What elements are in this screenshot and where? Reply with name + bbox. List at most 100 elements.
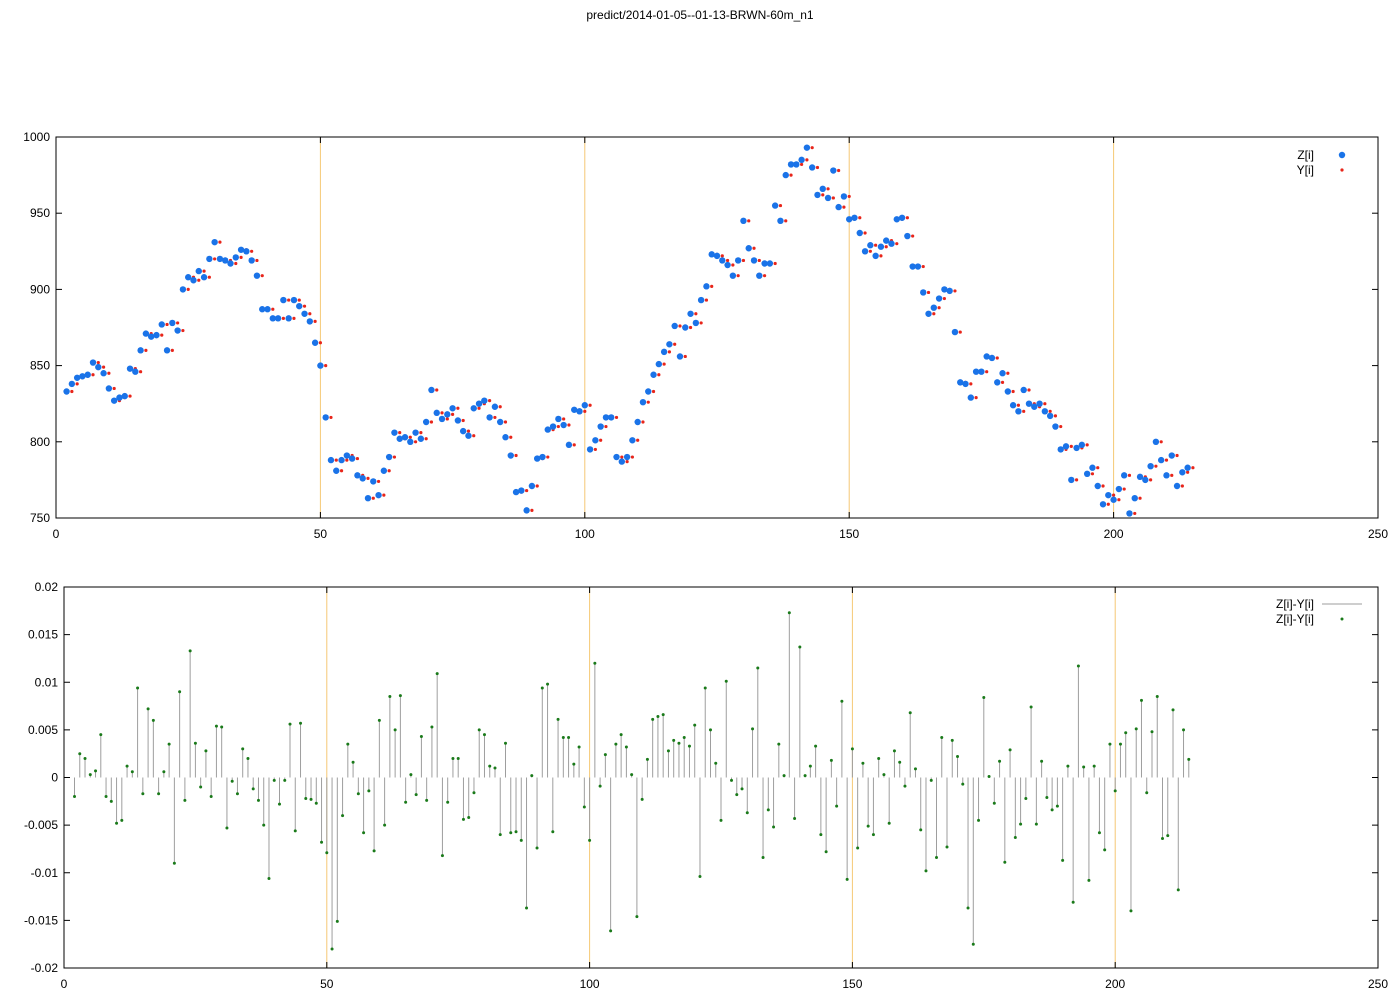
difference-point bbox=[882, 773, 886, 777]
z-point bbox=[851, 214, 858, 221]
difference-point bbox=[1050, 808, 1054, 812]
difference-point bbox=[1029, 705, 1033, 709]
z-point bbox=[280, 296, 287, 304]
y-tick-label: 0.005 bbox=[28, 723, 58, 737]
difference-point bbox=[446, 800, 450, 804]
z-point bbox=[740, 217, 747, 225]
difference-point bbox=[708, 728, 712, 732]
z-point bbox=[1136, 473, 1144, 481]
difference-point bbox=[277, 802, 281, 806]
z-point bbox=[301, 310, 308, 317]
z-point bbox=[571, 406, 578, 413]
z-point bbox=[380, 467, 388, 474]
z-point bbox=[1110, 496, 1117, 503]
z-point bbox=[438, 415, 446, 423]
difference-point bbox=[1066, 764, 1070, 768]
z-point bbox=[116, 394, 123, 401]
z-point bbox=[1062, 443, 1070, 450]
z-point bbox=[1057, 446, 1064, 453]
y-tick-label: 800 bbox=[30, 435, 50, 449]
difference-point bbox=[125, 764, 129, 768]
z-point bbox=[433, 409, 440, 417]
difference-point bbox=[977, 818, 981, 822]
z-point bbox=[750, 257, 758, 264]
y-point bbox=[1016, 403, 1021, 407]
y-point bbox=[683, 354, 687, 359]
z-point bbox=[824, 194, 832, 202]
z-point bbox=[1015, 408, 1022, 415]
z-point bbox=[682, 324, 689, 331]
difference-point bbox=[504, 741, 508, 745]
z-point bbox=[296, 302, 303, 310]
y-point bbox=[440, 411, 444, 415]
x-tick-label: 100 bbox=[575, 527, 595, 541]
difference-point bbox=[404, 800, 408, 804]
z-point bbox=[713, 252, 721, 260]
z-point bbox=[1173, 482, 1181, 490]
z-point bbox=[756, 272, 763, 279]
x-tick-label: 0 bbox=[61, 977, 68, 991]
z-point bbox=[322, 414, 329, 421]
z-point bbox=[1131, 494, 1138, 502]
difference-point bbox=[367, 789, 371, 793]
y-point bbox=[308, 312, 312, 316]
difference-point bbox=[987, 775, 991, 779]
difference-point bbox=[798, 645, 802, 649]
z-point bbox=[459, 427, 467, 435]
difference-point bbox=[472, 791, 476, 795]
difference-point bbox=[414, 793, 418, 797]
y-point bbox=[413, 440, 418, 444]
y-point bbox=[757, 258, 761, 263]
difference-point bbox=[309, 797, 313, 801]
difference-point bbox=[609, 929, 613, 933]
y-point bbox=[667, 350, 672, 354]
z-point bbox=[110, 397, 118, 404]
y-point bbox=[281, 316, 285, 320]
difference-point bbox=[956, 755, 960, 759]
z-point bbox=[163, 347, 171, 354]
y-point bbox=[371, 496, 375, 500]
y-point bbox=[641, 420, 645, 424]
difference-point bbox=[346, 742, 350, 746]
y-point bbox=[905, 216, 909, 220]
y-point bbox=[493, 415, 497, 420]
y-point bbox=[498, 405, 502, 409]
difference-point bbox=[714, 761, 718, 765]
difference-point bbox=[183, 798, 187, 802]
difference-point bbox=[693, 723, 697, 727]
y-point bbox=[636, 438, 640, 442]
difference-point bbox=[666, 749, 670, 753]
x-tick-label: 200 bbox=[1105, 977, 1125, 991]
z-point bbox=[132, 368, 139, 375]
y-point bbox=[318, 341, 322, 345]
y-point bbox=[800, 162, 804, 167]
z-point bbox=[639, 398, 647, 406]
y-point bbox=[1011, 389, 1015, 394]
x-tick-label: 50 bbox=[314, 527, 328, 541]
difference-point bbox=[109, 799, 113, 803]
y-point bbox=[773, 261, 777, 266]
y-point bbox=[874, 243, 878, 247]
difference-point bbox=[172, 861, 176, 865]
y-point bbox=[382, 493, 386, 497]
z-point bbox=[475, 400, 483, 407]
z-point bbox=[798, 156, 805, 164]
z-point bbox=[364, 494, 372, 502]
y-point bbox=[419, 431, 423, 435]
difference-point bbox=[950, 738, 954, 742]
y-point bbox=[1027, 388, 1031, 392]
y-point bbox=[160, 333, 164, 337]
difference-point bbox=[1113, 789, 1117, 793]
difference-point bbox=[940, 735, 944, 739]
y-point bbox=[942, 296, 946, 301]
y-point bbox=[260, 274, 264, 278]
z-point bbox=[121, 392, 128, 400]
y-point bbox=[466, 429, 471, 433]
y-point bbox=[250, 249, 254, 253]
y-tick-label: 1000 bbox=[23, 130, 50, 144]
z-point bbox=[518, 487, 525, 494]
difference-point bbox=[1008, 748, 1012, 752]
difference-point bbox=[829, 758, 833, 762]
z-point bbox=[555, 415, 562, 423]
y-point bbox=[1191, 466, 1195, 470]
